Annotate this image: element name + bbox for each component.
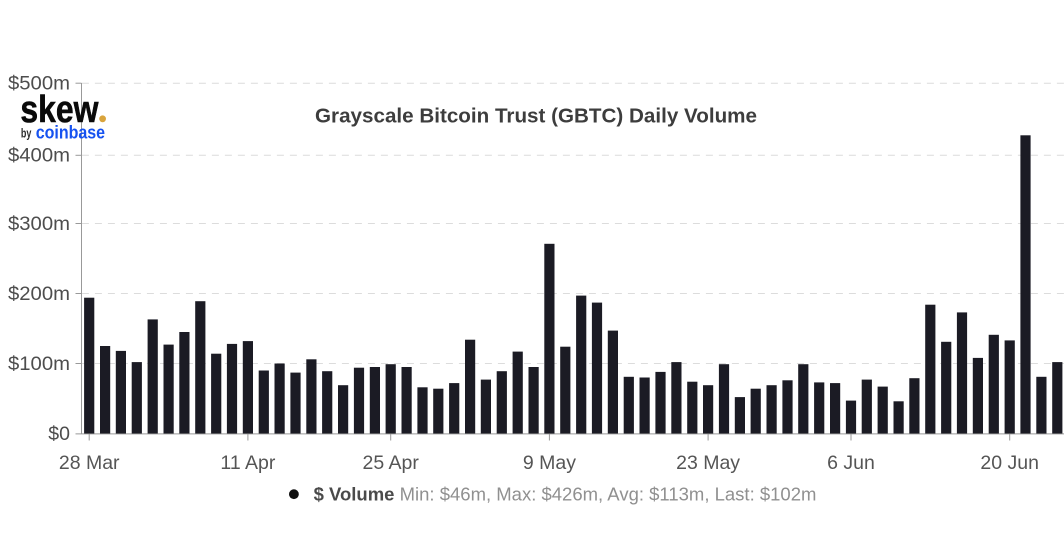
svg-text:by: by [21, 127, 32, 141]
svg-text:25 Apr: 25 Apr [363, 452, 420, 474]
svg-text:23 May: 23 May [676, 452, 740, 474]
svg-text:9 May: 9 May [523, 452, 576, 474]
svg-text:$100m: $100m [8, 353, 70, 375]
svg-text:28 Mar: 28 Mar [59, 452, 120, 474]
svg-text:$0: $0 [48, 423, 70, 445]
svg-text:skew: skew [20, 89, 98, 131]
svg-text:$300m: $300m [8, 213, 70, 235]
svg-text:$500m: $500m [8, 73, 70, 95]
svg-text:20 Jun: 20 Jun [980, 452, 1039, 474]
svg-text:$400m: $400m [8, 145, 70, 167]
svg-text:Grayscale Bitcoin Trust (GBTC): Grayscale Bitcoin Trust (GBTC) Daily Vol… [315, 104, 757, 127]
svg-text:11 Apr: 11 Apr [220, 452, 275, 474]
svg-text:$200m: $200m [8, 283, 70, 305]
svg-text:6 Jun: 6 Jun [827, 452, 875, 474]
svg-text:$ Volume Min: $46m, Max: $426m: $ Volume Min: $46m, Max: $426m, Avg: $11… [314, 483, 817, 504]
svg-text:coinbase: coinbase [36, 123, 105, 143]
